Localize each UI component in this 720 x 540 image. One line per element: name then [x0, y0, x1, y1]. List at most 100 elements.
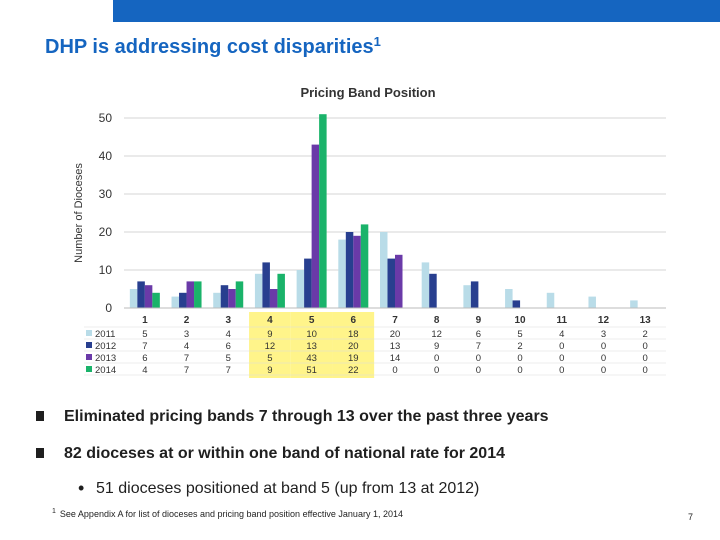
table-cell-value: 0 — [392, 365, 397, 376]
y-tick-label: 30 — [99, 187, 113, 201]
table-cell-value: 4 — [184, 341, 189, 352]
table-cell-value: 43 — [306, 353, 317, 364]
bar — [144, 285, 153, 308]
chart-title: Pricing Band Position — [300, 85, 435, 100]
bar — [262, 262, 270, 308]
footnote: 1 See Appendix A for list of dioceses and… — [52, 508, 403, 519]
table-cell-value: 3 — [184, 329, 189, 340]
footnote-mark: 1 — [52, 508, 56, 515]
bar — [338, 239, 346, 308]
table-cell-value: 0 — [601, 353, 606, 364]
table-cell-value: 9 — [434, 341, 439, 352]
table-cell-value: 5 — [142, 329, 147, 340]
page-number: 7 — [688, 512, 694, 522]
bar — [194, 281, 202, 308]
table-cell-value: 0 — [476, 353, 481, 364]
square-bullet-icon — [36, 448, 44, 458]
top-accent-bar — [113, 0, 720, 22]
bar — [546, 292, 555, 308]
table-cell-value: 13 — [390, 341, 401, 352]
bar — [360, 224, 369, 308]
dot-bullet-icon: • — [78, 478, 85, 498]
table-cell-value: 0 — [559, 365, 564, 376]
table-cell-value: 12 — [431, 329, 442, 340]
table-cell-value: 7 — [226, 365, 231, 376]
x-tick-label: 13 — [640, 315, 652, 326]
bar — [296, 270, 305, 308]
table-cell-value: 4 — [142, 365, 147, 376]
legend-entry: 2012 — [95, 341, 116, 352]
table-cell-value: 4 — [559, 329, 564, 340]
table-cell-value: 3 — [601, 329, 606, 340]
legend-entry: 2014 — [95, 365, 116, 376]
table-cell-value: 6 — [226, 341, 231, 352]
x-tick-label: 6 — [351, 315, 357, 326]
x-tick-label: 7 — [392, 315, 398, 326]
bar — [345, 232, 354, 308]
bar — [588, 296, 596, 308]
highlight-cell-band — [332, 312, 375, 378]
bar — [171, 296, 180, 308]
bullet-1: Eliminated pricing bands 7 through 13 ov… — [36, 408, 549, 426]
legend-entry: 2013 — [95, 353, 116, 364]
table-cell-value: 2 — [643, 329, 648, 340]
bar — [319, 114, 327, 308]
legend-swatch — [86, 366, 92, 372]
table-cell-value: 0 — [601, 365, 606, 376]
table-cell-value: 13 — [306, 341, 317, 352]
bullet-2: 82 dioceses at or within one band of nat… — [36, 445, 505, 463]
x-tick-label: 8 — [434, 315, 440, 326]
bullet-1-text: Eliminated pricing bands 7 through 13 ov… — [64, 408, 549, 425]
bar — [304, 258, 312, 308]
bar — [235, 281, 244, 308]
table-cell-value: 0 — [476, 365, 481, 376]
bar — [470, 281, 479, 308]
table-cell-value: 0 — [517, 365, 522, 376]
title-footnote-mark: 1 — [373, 34, 381, 49]
table-cell-value: 7 — [476, 341, 481, 352]
x-tick-label: 5 — [309, 315, 315, 326]
bar — [380, 232, 388, 308]
x-tick-label: 9 — [476, 315, 482, 326]
table-cell-value: 5 — [517, 329, 522, 340]
y-tick-label: 10 — [99, 263, 113, 277]
legend-swatch — [86, 354, 92, 360]
table-cell-value: 9 — [267, 365, 272, 376]
footnote-text: See Appendix A for list of dioceses and … — [59, 509, 403, 519]
x-tick-label: 2 — [184, 315, 190, 326]
bar — [395, 254, 403, 308]
table-cell-value: 18 — [348, 329, 359, 340]
table-cell-value: 0 — [643, 353, 648, 364]
x-tick-label: 12 — [598, 315, 610, 326]
bar — [277, 273, 285, 308]
table-cell-value: 0 — [643, 341, 648, 352]
x-tick-label: 10 — [515, 315, 527, 326]
table-cell-value: 7 — [184, 365, 189, 376]
bar — [137, 281, 145, 308]
slide-title: DHP is addressing cost disparities1 — [45, 34, 381, 59]
table-cell-value: 10 — [306, 329, 317, 340]
table-cell-value: 14 — [390, 353, 401, 364]
table-cell-value: 51 — [306, 365, 317, 376]
bar — [152, 292, 160, 308]
bar — [254, 273, 263, 308]
bar — [353, 235, 361, 308]
bar — [630, 300, 638, 308]
bar — [213, 292, 221, 308]
bar — [505, 289, 513, 308]
bar — [228, 289, 236, 308]
table-cell-value: 20 — [348, 341, 359, 352]
x-tick-label: 1 — [142, 315, 148, 326]
legend-swatch — [86, 342, 92, 348]
bar — [186, 281, 195, 308]
bar — [269, 289, 278, 308]
legend-entry: 2011 — [95, 329, 115, 340]
y-axis-label: Number of Dioceses — [73, 163, 85, 263]
table-cell-value: 2 — [517, 341, 522, 352]
x-tick-label: 4 — [267, 315, 273, 326]
bar — [220, 285, 229, 308]
highlight-cell-band — [290, 312, 333, 378]
table-cell-value: 0 — [434, 365, 439, 376]
legend-swatch — [86, 330, 92, 336]
